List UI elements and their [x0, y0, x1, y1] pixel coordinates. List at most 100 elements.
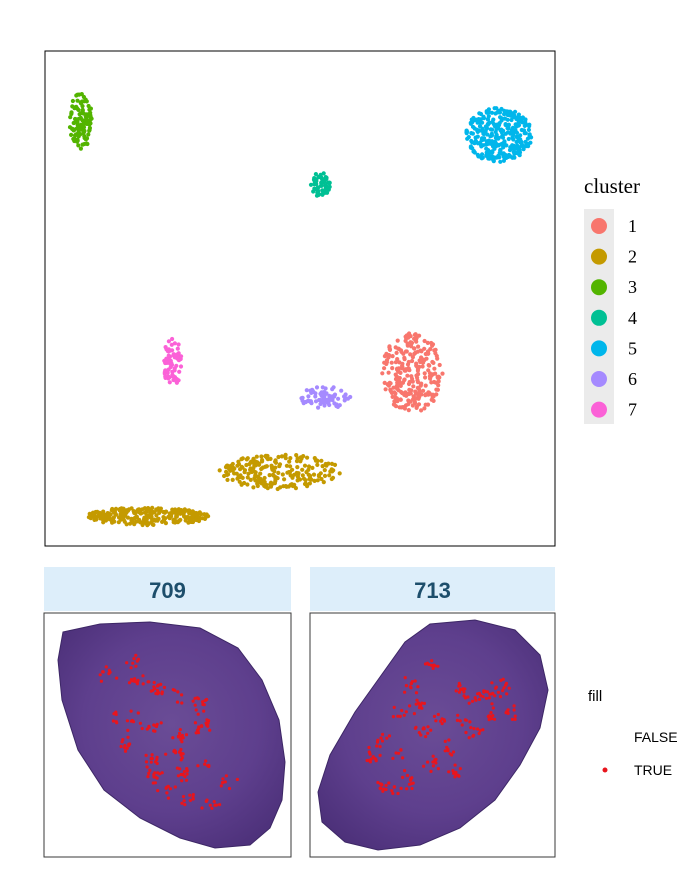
point-cluster-2 — [116, 520, 121, 525]
spot-true — [153, 686, 157, 691]
point-cluster-6 — [313, 394, 318, 399]
spot-true — [185, 767, 189, 771]
point-cluster-1 — [394, 386, 399, 391]
point-cluster-1 — [434, 392, 439, 397]
spot-true — [206, 721, 210, 725]
point-cluster-5 — [496, 108, 501, 113]
spot-true — [431, 666, 435, 671]
point-cluster-4 — [308, 182, 314, 187]
point-cluster-2 — [254, 474, 259, 479]
cluster-legend-label-1: 1 — [628, 216, 637, 236]
point-cluster-5 — [491, 122, 496, 127]
point-cluster-2 — [152, 517, 157, 522]
spot-true — [150, 756, 154, 761]
point-cluster-6 — [339, 388, 344, 393]
point-cluster-5 — [490, 156, 495, 161]
point-cluster-1 — [421, 388, 426, 393]
point-cluster-1 — [404, 393, 409, 398]
spot-true — [182, 770, 186, 774]
spot-true — [127, 744, 131, 748]
spot-true — [401, 756, 405, 760]
point-cluster-5 — [479, 144, 484, 149]
spot-true — [221, 780, 225, 785]
point-cluster-1 — [427, 391, 433, 396]
point-cluster-5 — [506, 136, 511, 142]
spot-true — [138, 721, 142, 725]
spot-true — [125, 746, 129, 751]
spot-true — [429, 663, 434, 668]
point-cluster-1 — [406, 402, 411, 407]
point-cluster-1 — [398, 370, 403, 375]
point-cluster-2 — [167, 516, 172, 521]
point-cluster-2 — [230, 468, 235, 473]
spot-true — [155, 776, 159, 780]
point-cluster-6 — [319, 399, 324, 404]
umap-panel — [44, 50, 556, 547]
spot-true — [175, 700, 180, 704]
point-cluster-1 — [383, 387, 388, 392]
spot-true — [456, 713, 460, 717]
point-cluster-3 — [80, 142, 85, 147]
point-cluster-2 — [147, 513, 152, 518]
point-cluster-5 — [526, 141, 531, 147]
point-cluster-1 — [432, 348, 437, 353]
spot-true — [183, 803, 187, 807]
spot-true — [111, 719, 115, 723]
spot-true — [156, 789, 160, 793]
point-cluster-2 — [101, 509, 106, 514]
spot-true — [115, 721, 119, 725]
spatial-facet-713: 713 — [309, 567, 556, 858]
point-cluster-5 — [492, 106, 497, 111]
spot-true — [447, 738, 451, 742]
spot-true — [201, 700, 205, 704]
point-cluster-2 — [284, 463, 289, 468]
spot-true — [466, 695, 470, 699]
point-cluster-1 — [402, 378, 407, 383]
spot-true — [405, 773, 410, 778]
point-cluster-2 — [259, 481, 264, 486]
point-cluster-1 — [427, 371, 433, 376]
spot-true — [397, 751, 401, 755]
point-cluster-6 — [306, 398, 311, 403]
point-cluster-1 — [408, 391, 413, 396]
spot-true — [177, 750, 181, 754]
point-cluster-5 — [485, 142, 490, 147]
point-cluster-1 — [418, 359, 423, 365]
point-cluster-2 — [305, 455, 310, 460]
point-cluster-2 — [268, 456, 273, 461]
spot-true — [457, 690, 461, 694]
point-cluster-1 — [413, 391, 419, 396]
point-cluster-2 — [283, 484, 288, 489]
spot-true — [429, 769, 433, 774]
point-cluster-2 — [307, 473, 313, 478]
point-cluster-2 — [321, 480, 326, 485]
point-cluster-5 — [521, 147, 526, 152]
point-cluster-5 — [464, 128, 469, 133]
point-cluster-2 — [225, 477, 230, 482]
point-cluster-1 — [395, 357, 400, 362]
spot-true — [484, 696, 488, 701]
point-cluster-1 — [399, 349, 404, 354]
point-cluster-2 — [257, 476, 263, 482]
point-cluster-1 — [396, 366, 401, 371]
point-cluster-3 — [78, 146, 83, 151]
point-cluster-2 — [145, 523, 150, 528]
point-cluster-2 — [246, 471, 251, 476]
fill-legend-label-false: FALSE — [634, 729, 678, 745]
point-cluster-3 — [87, 121, 92, 126]
spot-true — [127, 681, 132, 685]
spot-true — [432, 714, 437, 719]
point-cluster-2 — [236, 459, 241, 464]
spot-true — [223, 780, 227, 784]
spot-true — [204, 799, 208, 804]
point-cluster-3 — [70, 98, 75, 104]
point-cluster-1 — [418, 383, 423, 388]
point-cluster-4 — [324, 175, 329, 180]
spot-true — [130, 718, 134, 723]
point-cluster-5 — [486, 114, 491, 119]
point-cluster-5 — [484, 110, 489, 115]
point-cluster-5 — [482, 136, 487, 141]
point-cluster-2 — [288, 456, 293, 461]
point-cluster-5 — [512, 147, 517, 152]
point-cluster-5 — [508, 131, 513, 136]
